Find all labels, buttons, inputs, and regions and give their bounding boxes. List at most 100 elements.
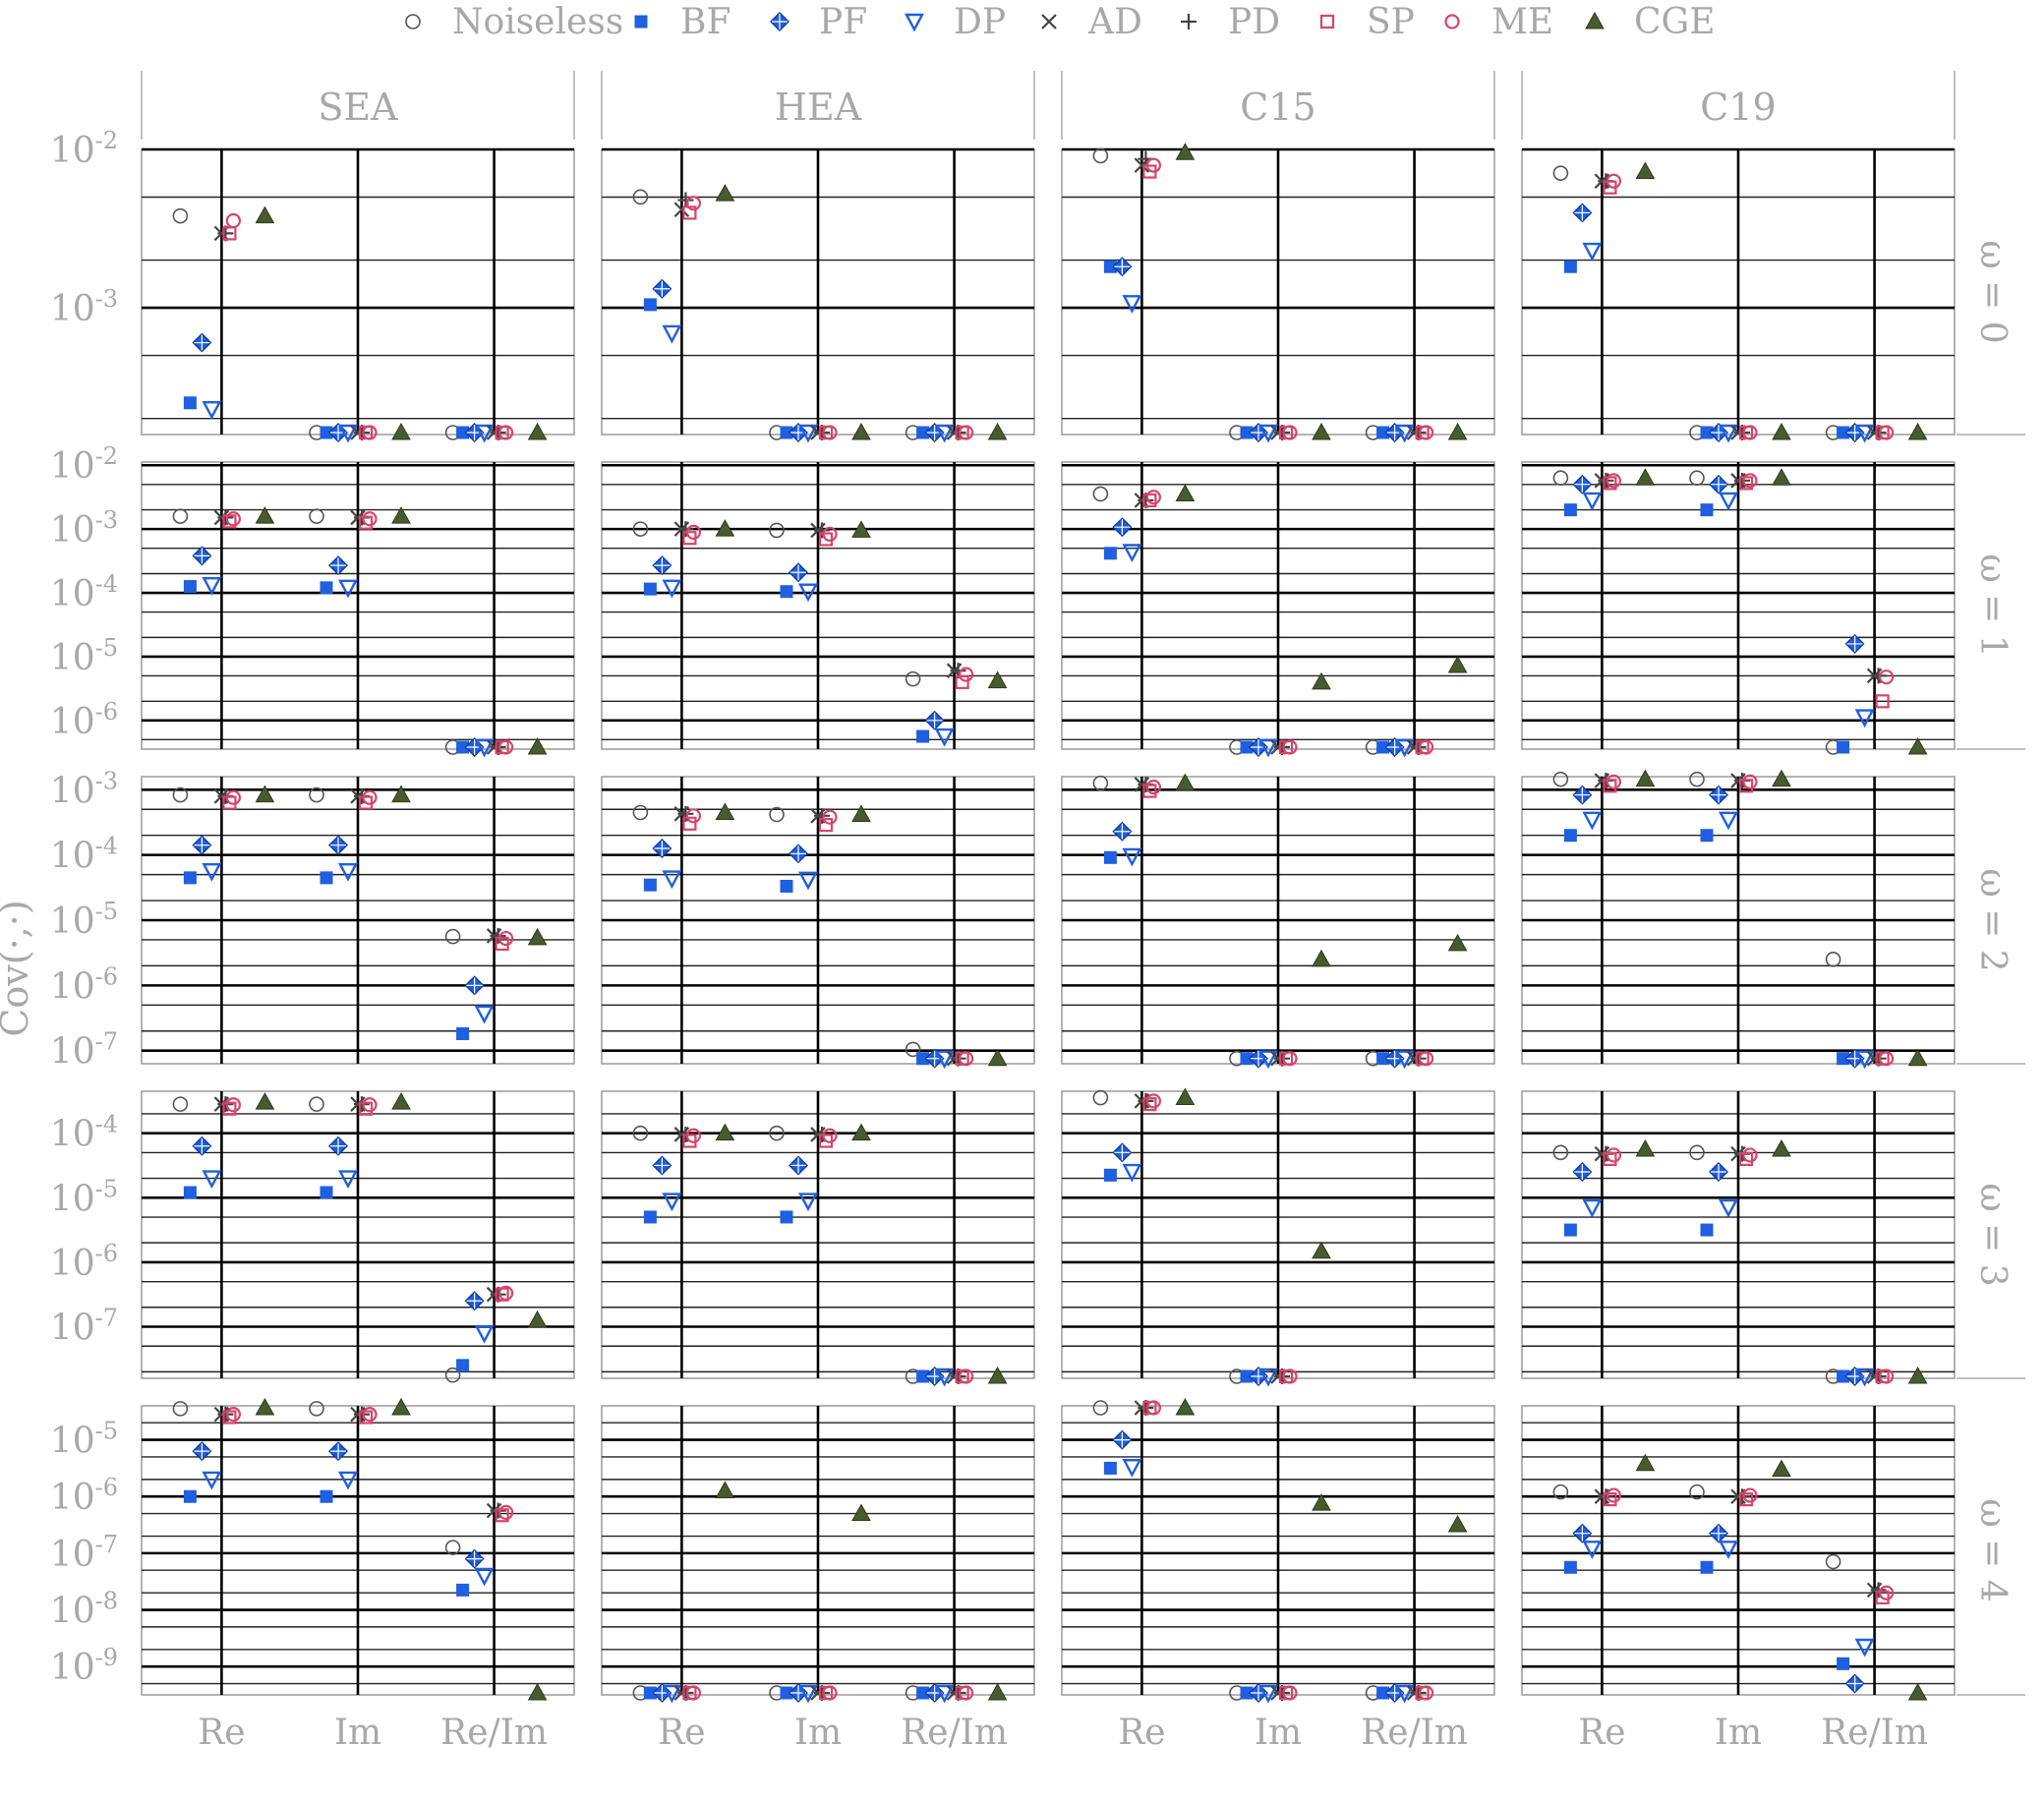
point-dp: [662, 1193, 682, 1212]
point-pf: [788, 844, 808, 864]
row-strip-omega-3: ω = 3: [1972, 1183, 2013, 1286]
point-noiseless: [1689, 771, 1705, 787]
point-cge: [851, 1503, 871, 1522]
point-noiseless: [309, 786, 324, 803]
panel-c19-row-1: [1521, 461, 1956, 755]
point-pf: [328, 555, 348, 576]
point-noiseless: [769, 806, 785, 823]
column-strip-c19: C19: [1700, 86, 1776, 129]
point-dp: [798, 424, 818, 443]
point-pf: [1844, 1673, 1865, 1694]
point-bf: [916, 729, 930, 743]
point-cge: [1635, 1453, 1656, 1472]
point-me: [1145, 490, 1162, 505]
legend-marker-dp: [905, 13, 924, 32]
point-dp: [474, 424, 495, 443]
point-pf: [464, 975, 485, 996]
point-pf: [1709, 474, 1728, 495]
point-bf: [780, 1210, 793, 1224]
point-pf: [788, 1155, 808, 1176]
point-me: [1742, 473, 1758, 489]
point-pd: [1138, 1092, 1154, 1109]
point-pd: [490, 1502, 506, 1519]
legend-label-bf: BF: [680, 2, 730, 42]
point-bf: [643, 298, 657, 312]
point-cge: [1772, 468, 1791, 486]
point-noiseless: [172, 207, 189, 224]
point-dp: [1394, 1684, 1415, 1704]
point-sp: [495, 1508, 509, 1523]
point-me: [958, 1368, 974, 1384]
point-cge: [1312, 1241, 1331, 1259]
y-tick-label: 10-5: [50, 898, 118, 942]
point-sp: [222, 1410, 237, 1425]
y-tick-label: 10-7: [50, 1305, 118, 1349]
point-bf: [780, 585, 793, 599]
point-cge: [715, 802, 735, 820]
point-me: [1878, 425, 1895, 440]
point-dp: [1258, 738, 1278, 758]
row-strip-omega-4: ω = 4: [1972, 1498, 2013, 1601]
point-cge: [391, 506, 411, 524]
y-tick-label: 10-5: [50, 1175, 118, 1219]
x-tick-label: Re/Im: [901, 1713, 1008, 1753]
point-bf: [1700, 1560, 1714, 1574]
point-dp: [202, 1170, 222, 1190]
point-pf: [464, 1291, 485, 1311]
point-me: [497, 1285, 514, 1301]
panel-sea-row-2: [141, 776, 575, 1065]
point-noiseless: [1552, 1484, 1569, 1500]
point-bf: [1563, 1560, 1577, 1574]
point-cge: [527, 1309, 548, 1328]
legend-label-sp: SP: [1367, 2, 1415, 42]
point-me: [1742, 425, 1758, 440]
point-pf: [192, 835, 212, 855]
point-bf: [1563, 829, 1577, 843]
point-noiseless: [1092, 1089, 1109, 1106]
point-pf: [192, 332, 212, 353]
point-sp: [222, 514, 237, 529]
point-bf: [1376, 1052, 1390, 1066]
panel-sea-row-3: [141, 1090, 575, 1383]
point-noiseless: [444, 928, 461, 945]
panel-sea-row-1: [141, 461, 575, 758]
point-me: [958, 667, 974, 682]
point-sp: [1738, 1492, 1754, 1507]
point-bf: [183, 871, 197, 885]
point-cge: [1635, 161, 1656, 180]
point-pf: [1112, 1142, 1133, 1163]
point-dp: [338, 1170, 358, 1190]
point-pf: [1572, 785, 1593, 805]
point-cge: [851, 804, 871, 822]
point-pd: [490, 927, 506, 944]
panel-c19-row-0: [1521, 147, 1956, 443]
point-bf: [1103, 850, 1117, 864]
y-tick-label: 10-6: [50, 1474, 118, 1518]
point-pf: [1112, 257, 1133, 277]
point-pf: [1572, 1162, 1593, 1183]
legend-marker-cge: [1585, 11, 1605, 29]
point-dp: [1854, 424, 1875, 443]
point-dp: [934, 1050, 955, 1070]
point-me: [225, 511, 241, 527]
point-bf: [1837, 740, 1850, 754]
point-pd: [354, 1096, 370, 1113]
point-noiseless: [632, 521, 649, 537]
point-pf: [328, 1135, 348, 1156]
point-bf: [320, 1186, 333, 1199]
point-me: [1145, 157, 1162, 173]
point-pf: [464, 1548, 485, 1569]
x-tick-labels: Re Im Re/Im Re Im Re/Im Re Im Re/Im Re Im Re/Im: [198, 1713, 1928, 1753]
point-dp: [1258, 1684, 1278, 1704]
point-cge: [1447, 422, 1468, 440]
row-strip-omega-2: ω = 2: [1972, 868, 2013, 971]
point-me: [1606, 774, 1622, 789]
point-cge: [1175, 143, 1196, 160]
point-dp: [1719, 424, 1738, 443]
point-bf: [183, 580, 197, 594]
point-me: [958, 425, 974, 440]
point-bf: [456, 1583, 470, 1597]
point-me: [1282, 1685, 1298, 1701]
point-noiseless: [1552, 771, 1569, 787]
point-bf: [1837, 1657, 1850, 1670]
